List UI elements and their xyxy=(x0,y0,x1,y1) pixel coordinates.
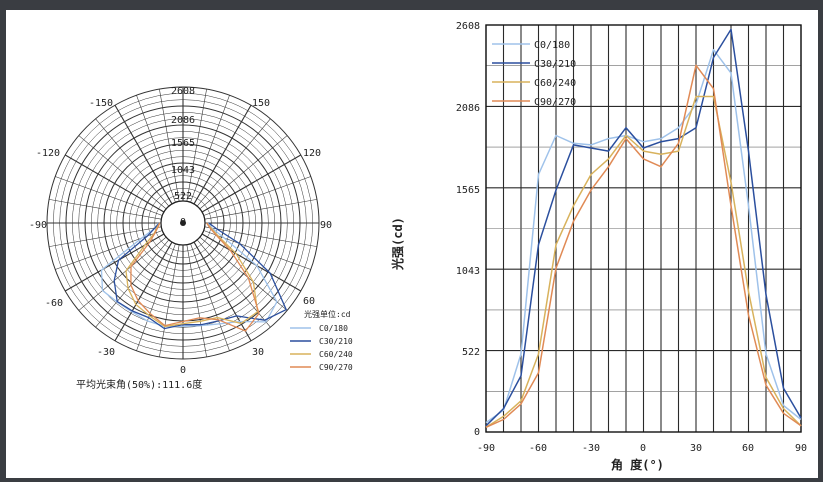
line-series-c60-240 xyxy=(485,95,802,428)
polar-legend-label-c60: C60/240 xyxy=(319,350,353,359)
polar-radial-tick-522: 522 xyxy=(174,191,192,202)
polar-angle-tick-m60: -60 xyxy=(45,298,63,309)
x-tick-m60: -60 xyxy=(529,443,547,454)
polar-spoke xyxy=(201,154,302,213)
polar-angle-tick-m150: -150 xyxy=(89,98,113,109)
polar-spoke xyxy=(204,226,317,247)
polar-angle-tick-0: 0 xyxy=(180,365,186,376)
x-axis-title: 角 度(°) xyxy=(611,457,664,472)
line-legend-label-c0: C0/180 xyxy=(534,40,570,51)
polar-spoke xyxy=(186,244,207,357)
y-tick-1043: 1043 xyxy=(456,266,480,277)
polar-angle-tick-30: 30 xyxy=(252,347,264,358)
polar-spoke xyxy=(78,236,167,311)
polar-angle-tick-150: 150 xyxy=(252,98,270,109)
polar-spoke xyxy=(136,243,176,351)
polar-spoke xyxy=(204,199,317,220)
line-series-c0-180 xyxy=(485,48,802,424)
polar-spoke xyxy=(49,226,162,247)
polar-center-dot xyxy=(180,220,186,226)
y-tick-2608: 2608 xyxy=(456,21,480,32)
y-tick-2086: 2086 xyxy=(456,103,480,114)
polar-spoke xyxy=(114,104,173,205)
line-series-c30-210 xyxy=(485,28,802,427)
polar-spoke xyxy=(186,89,207,202)
polar-spoke xyxy=(199,135,288,210)
polar-angle-tick-90: 90 xyxy=(320,220,332,231)
polar-spoke xyxy=(95,118,170,207)
polar-spoke xyxy=(159,244,180,357)
polar-spoke xyxy=(55,176,163,216)
polar-spoke xyxy=(203,230,311,270)
polar-angle-tick-120: 120 xyxy=(303,148,321,159)
polar-angle-tick-m120: -120 xyxy=(36,148,60,159)
line-series-c90-270 xyxy=(485,64,802,428)
plot-area-border xyxy=(485,24,802,433)
polar-curve-c90-270 xyxy=(130,222,260,332)
polar-spoke xyxy=(203,176,311,216)
polar-spoke xyxy=(193,104,252,205)
polar-spoke xyxy=(64,154,165,213)
chart-canvas: 2608 2086 1565 1043 522 0 -150 150 -120 … xyxy=(29,21,807,472)
y-axis-title: 光强(cd) xyxy=(390,217,405,271)
polar-spoke xyxy=(136,95,176,203)
polar-radial-tick-2086: 2086 xyxy=(171,115,195,126)
x-tick-90: 90 xyxy=(795,443,807,454)
line-legend-label-c60: C60/240 xyxy=(534,78,576,89)
polar-angle-tick-m30: -30 xyxy=(97,347,115,358)
chart-frame: 2608 2086 1565 1043 522 0 -150 150 -120 … xyxy=(6,10,818,478)
cartesian-chart xyxy=(485,24,802,433)
polar-curve-c30-210 xyxy=(113,222,288,330)
polar-legend-label-c30: C30/210 xyxy=(319,337,353,346)
polar-spoke xyxy=(95,239,170,328)
polar-radial-tick-1565: 1565 xyxy=(171,138,195,149)
polar-spoke xyxy=(49,199,162,220)
polar-legend-label-c90: C90/270 xyxy=(319,363,353,372)
x-tick-m30: -30 xyxy=(582,443,600,454)
polar-spoke xyxy=(114,241,173,342)
polar-legend-label-c0: C0/180 xyxy=(319,324,348,333)
polar-radial-tick-0: 0 xyxy=(180,217,186,228)
polar-spoke xyxy=(64,233,165,292)
polar-legend-title: 光强单位:cd xyxy=(304,309,351,319)
polar-spoke xyxy=(55,230,163,270)
polar-spoke xyxy=(190,95,230,203)
polar-spoke xyxy=(190,243,230,351)
polar-spoke xyxy=(159,89,180,202)
x-tick-60: 60 xyxy=(742,443,754,454)
polar-chart xyxy=(46,86,320,360)
polar-radial-tick-2608: 2608 xyxy=(171,86,195,97)
line-legend-label-c90: C90/270 xyxy=(534,97,576,108)
polar-spoke xyxy=(196,118,271,207)
polar-footer-beam-angle: 平均光束角(50%):111.6度 xyxy=(76,378,202,391)
polar-spoke xyxy=(199,236,288,311)
polar-spoke xyxy=(201,233,302,292)
polar-angle-tick-m90: -90 xyxy=(29,220,47,231)
polar-radial-tick-1043: 1043 xyxy=(171,165,195,176)
polar-spoke xyxy=(193,241,252,342)
polar-curve-c0-180 xyxy=(100,222,278,328)
y-tick-522: 522 xyxy=(462,347,480,358)
polar-angle-tick-60: 60 xyxy=(303,296,315,307)
line-legend-label-c30: C30/210 xyxy=(534,59,576,70)
x-tick-0: 0 xyxy=(640,443,646,454)
x-tick-m90: -90 xyxy=(477,443,495,454)
polar-spoke xyxy=(78,135,167,210)
x-tick-30: 30 xyxy=(690,443,702,454)
y-tick-0: 0 xyxy=(474,427,480,438)
y-tick-1565: 1565 xyxy=(456,185,480,196)
polar-curve-c60-240 xyxy=(125,222,259,328)
